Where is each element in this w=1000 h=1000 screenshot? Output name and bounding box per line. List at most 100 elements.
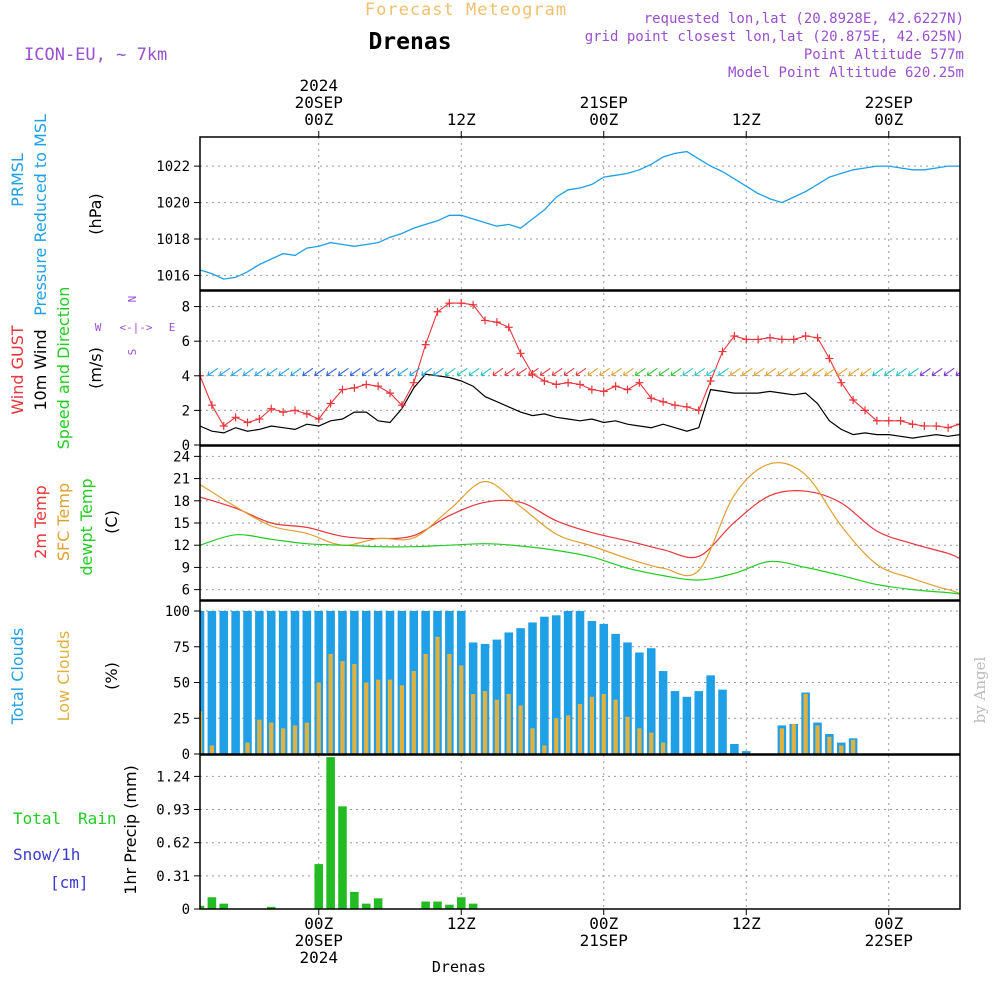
gust-marker: [433, 307, 442, 316]
model-label: ICON-EU, ~ 7km: [24, 45, 167, 65]
wind-arrow: [741, 367, 753, 376]
gust-marker: [980, 425, 988, 433]
y-tick-label: 0: [182, 902, 190, 918]
gust-marker: [279, 408, 288, 417]
wind-arrow: [872, 367, 884, 376]
total-cloud-bar: [730, 743, 739, 754]
gust-marker: [920, 421, 929, 430]
wind-arrow: [943, 367, 955, 376]
wind-arrow: [290, 367, 302, 376]
gust-marker: [968, 425, 976, 433]
pressure-label-line2: Pressure Reduced to MSL: [31, 114, 50, 316]
gust-marker: [576, 380, 584, 389]
low-cloud-bar: [839, 745, 844, 754]
clouds-frame: [199, 600, 961, 755]
low-cloud-bar: [494, 699, 500, 754]
total-cloud-bar: [266, 611, 276, 754]
total-cloud-bar: [200, 611, 205, 754]
wind-arrow: [718, 367, 729, 376]
wind-arrow: [729, 367, 741, 376]
wind-arrow: [444, 367, 456, 376]
low-cloud-bar: [625, 716, 630, 754]
gust-marker: [694, 406, 703, 415]
total-cloud-bar: [290, 611, 300, 754]
total-cloud-bar: [575, 611, 585, 754]
total-cloud-bar: [599, 623, 609, 754]
low-cloud-bar: [613, 699, 618, 754]
total-cloud-bar: [611, 633, 620, 754]
wind-arrow: [813, 367, 824, 376]
wind-arrow: [504, 367, 516, 376]
gust-marker: [445, 299, 454, 308]
low-cloud-bar: [328, 653, 333, 754]
total-cloud-bar: [540, 616, 549, 754]
total-cloud-bar: [314, 611, 324, 754]
low-cloud-bar: [316, 682, 321, 754]
gust-marker: [599, 387, 608, 396]
bottom-time-label: 21SEP: [580, 931, 628, 950]
wind-arrow: [385, 367, 397, 376]
location-title: Drenas: [368, 29, 451, 55]
precip-bar: [266, 906, 276, 909]
low-cloud-bar: [554, 718, 559, 754]
gust-marker: [291, 406, 299, 415]
low-cloud-bar: [518, 705, 523, 754]
wind-frame: [199, 290, 961, 446]
wind-arrow: [563, 367, 575, 376]
low-cloud-bar: [530, 728, 535, 754]
y-tick-label: 0.62: [156, 836, 190, 852]
gust-marker: [706, 376, 715, 385]
low-cloud-bar: [423, 653, 428, 754]
sfc-label: SFC Temp: [54, 483, 73, 561]
total-cloud-bar: [635, 652, 644, 754]
bottom-time-label: 12Z: [447, 914, 476, 933]
total-cloud-bar: [551, 615, 561, 754]
wind-arrow: [634, 367, 646, 376]
watermark: by Angel: [971, 656, 989, 723]
pressure-label-line1: PRMSL: [8, 153, 27, 207]
wind-arrow: [599, 367, 611, 376]
y-tick-label: 50: [173, 676, 190, 692]
total-cloud-bar: [278, 611, 288, 754]
total-cloud-bar: [504, 632, 514, 754]
compass-arrow: <-|->: [119, 321, 152, 334]
compass-east: E: [169, 321, 176, 334]
pressure-ylabel: (hPa): [86, 193, 105, 234]
gust-marker: [350, 383, 359, 392]
gust-marker: [504, 323, 513, 332]
low-cloud-bar: [245, 742, 250, 754]
y-tick-label: 1022: [156, 159, 190, 175]
wind-arrow: [219, 367, 231, 376]
low-cloud-bar: [269, 722, 274, 754]
grid-point-coords: grid point closest lon,lat (20.875E, 42.…: [585, 29, 964, 45]
wind-ylabel: (m/s): [86, 347, 105, 389]
gust-marker: [243, 418, 252, 427]
gust-marker: [457, 299, 466, 308]
gust-marker: [908, 420, 917, 429]
wind-arrow: [254, 367, 266, 376]
total-cloud-bar: [528, 622, 537, 754]
wind-arrow: [992, 368, 1000, 375]
precip-bars: [200, 757, 478, 909]
top-time-label: 20SEP: [295, 93, 343, 112]
wind-arrow: [980, 368, 990, 375]
y-tick-label: 24: [173, 449, 190, 465]
y-tick-label: 6: [182, 334, 190, 350]
precip-bar: [326, 757, 335, 909]
wind-arrow: [480, 367, 492, 376]
bottom-location: Drenas: [432, 958, 486, 976]
wind-arrow: [753, 367, 765, 376]
low-cloud-bar: [601, 693, 606, 754]
y-tick-label: 1016: [156, 268, 190, 284]
y-tick-label: 6: [182, 583, 190, 599]
top-time-label: 2024: [299, 76, 338, 95]
gust-marker: [635, 378, 644, 387]
wind-arrow: [670, 367, 682, 376]
legend-rain: Rain: [78, 809, 117, 828]
gust-marker: [718, 347, 727, 356]
low-cloud-bar: [257, 719, 262, 754]
precip-bar: [468, 903, 478, 909]
total-cloud-bar: [492, 639, 502, 754]
clouds-ylabel: (%): [102, 662, 121, 690]
